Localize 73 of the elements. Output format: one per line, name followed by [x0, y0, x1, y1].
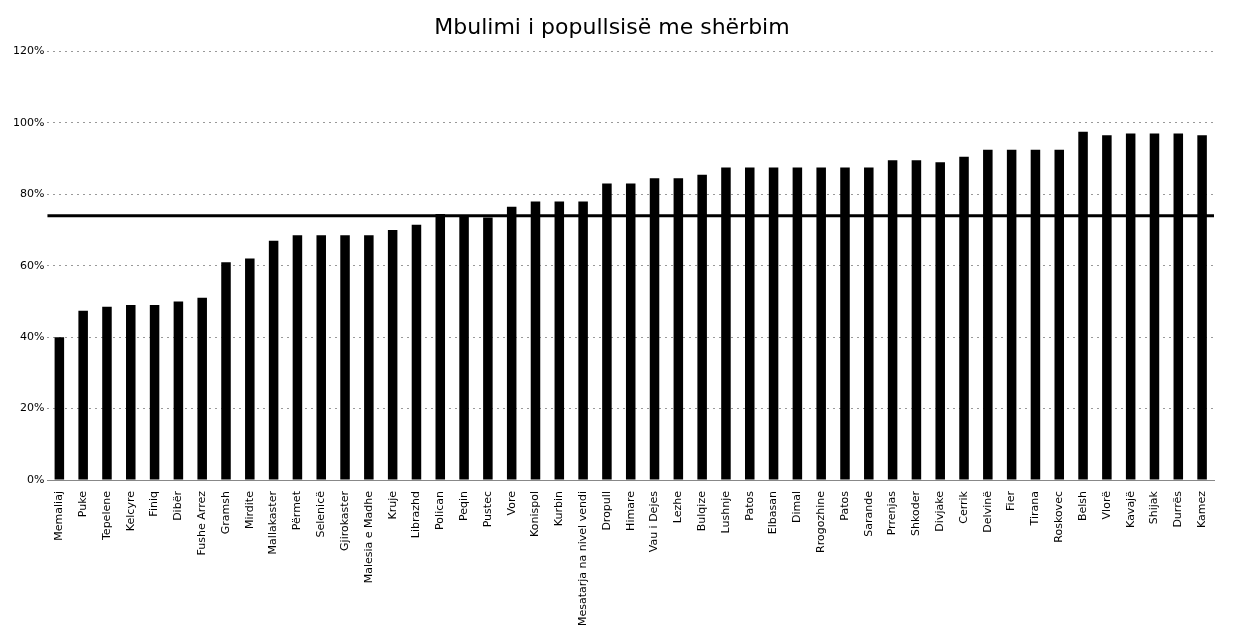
- x-tick-label: Kelcyre: [123, 490, 137, 532]
- bar: [149, 305, 160, 480]
- x-tick-label: Roskovec: [1052, 491, 1066, 543]
- y-tick-label: 100%: [12, 115, 45, 129]
- x-tick-label: Dropull: [599, 491, 613, 531]
- x-tick-label: Dimal: [790, 491, 804, 524]
- x-tick-label: Belsh: [1075, 491, 1089, 522]
- bar: [364, 235, 374, 480]
- bar: [197, 297, 207, 480]
- bar: [292, 235, 303, 480]
- x-tick-label: Delvinë: [980, 490, 994, 533]
- x-tick-label: Librazhd: [409, 491, 423, 539]
- x-tick-label: Fushe Arrez: [195, 490, 209, 556]
- x-tick-label: Malesia e Madhe: [361, 490, 375, 584]
- x-tick-label: Mirdite: [242, 490, 256, 530]
- x-tick-label: Mallakaster: [266, 490, 280, 555]
- bar: [387, 230, 398, 480]
- y-tick-label: 80%: [19, 187, 45, 201]
- x-tick-label: Fier: [1004, 490, 1018, 511]
- x-tick-label: Selenicë: [314, 490, 328, 538]
- x-tick-label: Kurbin: [552, 491, 566, 527]
- x-tick-label: Patos: [742, 490, 756, 521]
- x-tick-label: Vore: [504, 490, 518, 516]
- x-tick-label: Polican: [433, 491, 447, 530]
- x-tick-label: Gramsh: [218, 491, 232, 535]
- x-tick-label: Divjake: [933, 490, 947, 532]
- x-tick-label: Durrës: [1171, 490, 1185, 528]
- x-tick-label: Shijak: [1147, 490, 1161, 525]
- chart-title: Mbulimi i popullsisë me shërbim: [434, 13, 790, 39]
- x-tick-label: Finiq: [147, 491, 161, 517]
- y-tick-label: 0%: [26, 472, 45, 486]
- bar: [102, 306, 112, 480]
- bar: [411, 224, 422, 480]
- x-tick-label: Memaliaj: [52, 491, 66, 541]
- x-tick-label: Peqin: [456, 491, 470, 522]
- x-tick-label: Tirana: [1028, 491, 1042, 527]
- bar: [316, 235, 326, 480]
- x-tick-label: Përmet: [290, 490, 304, 531]
- x-tick-label: Elbasan: [766, 491, 780, 535]
- x-tick-label: Patos: [837, 490, 851, 521]
- x-tick-label: Rrogozhine: [814, 490, 828, 553]
- bar: [126, 305, 136, 480]
- x-tick-label: Kavajë: [1123, 490, 1137, 528]
- bar: [340, 235, 350, 480]
- x-tick-label: Prrenjas: [885, 490, 899, 536]
- y-tick-label: 40%: [19, 330, 45, 344]
- bar: [268, 240, 279, 480]
- bar: [54, 337, 65, 480]
- x-tick-label: Pustec: [480, 491, 494, 528]
- y-tick-label: 20%: [19, 401, 45, 415]
- bar: [173, 301, 184, 480]
- bar: [245, 258, 255, 480]
- x-tick-label: Lezhe: [671, 490, 685, 524]
- x-tick-label: Lushnje: [718, 490, 732, 534]
- x-tick-label: Vlorë: [1099, 490, 1113, 520]
- bar: [221, 262, 231, 480]
- x-tick-label: Cerrik: [956, 490, 970, 524]
- x-tick-label: Bulqize: [695, 490, 708, 532]
- x-tick-label: Mesatarja na nivel vendi: [575, 491, 589, 627]
- x-tick-label: Kruje: [385, 490, 399, 520]
- x-tick-label: Sarande: [861, 490, 875, 537]
- x-tick-label: Konispol: [528, 491, 542, 537]
- bar: [78, 310, 88, 480]
- x-tick-label: Shkoder: [909, 490, 923, 536]
- x-tick-label: Himare: [623, 490, 637, 531]
- x-tick-label: Dibër: [171, 490, 185, 521]
- x-tick-label: Kamez: [1194, 490, 1208, 529]
- x-tick-label: Vau i Dejes: [647, 490, 661, 553]
- y-tick-label: 60%: [19, 258, 45, 272]
- x-tick-label: Tepelene: [99, 490, 113, 541]
- x-tick-label: Gjirokaster: [337, 490, 351, 551]
- y-tick-label: 120%: [12, 44, 45, 58]
- x-tick-label: Puke: [76, 490, 90, 518]
